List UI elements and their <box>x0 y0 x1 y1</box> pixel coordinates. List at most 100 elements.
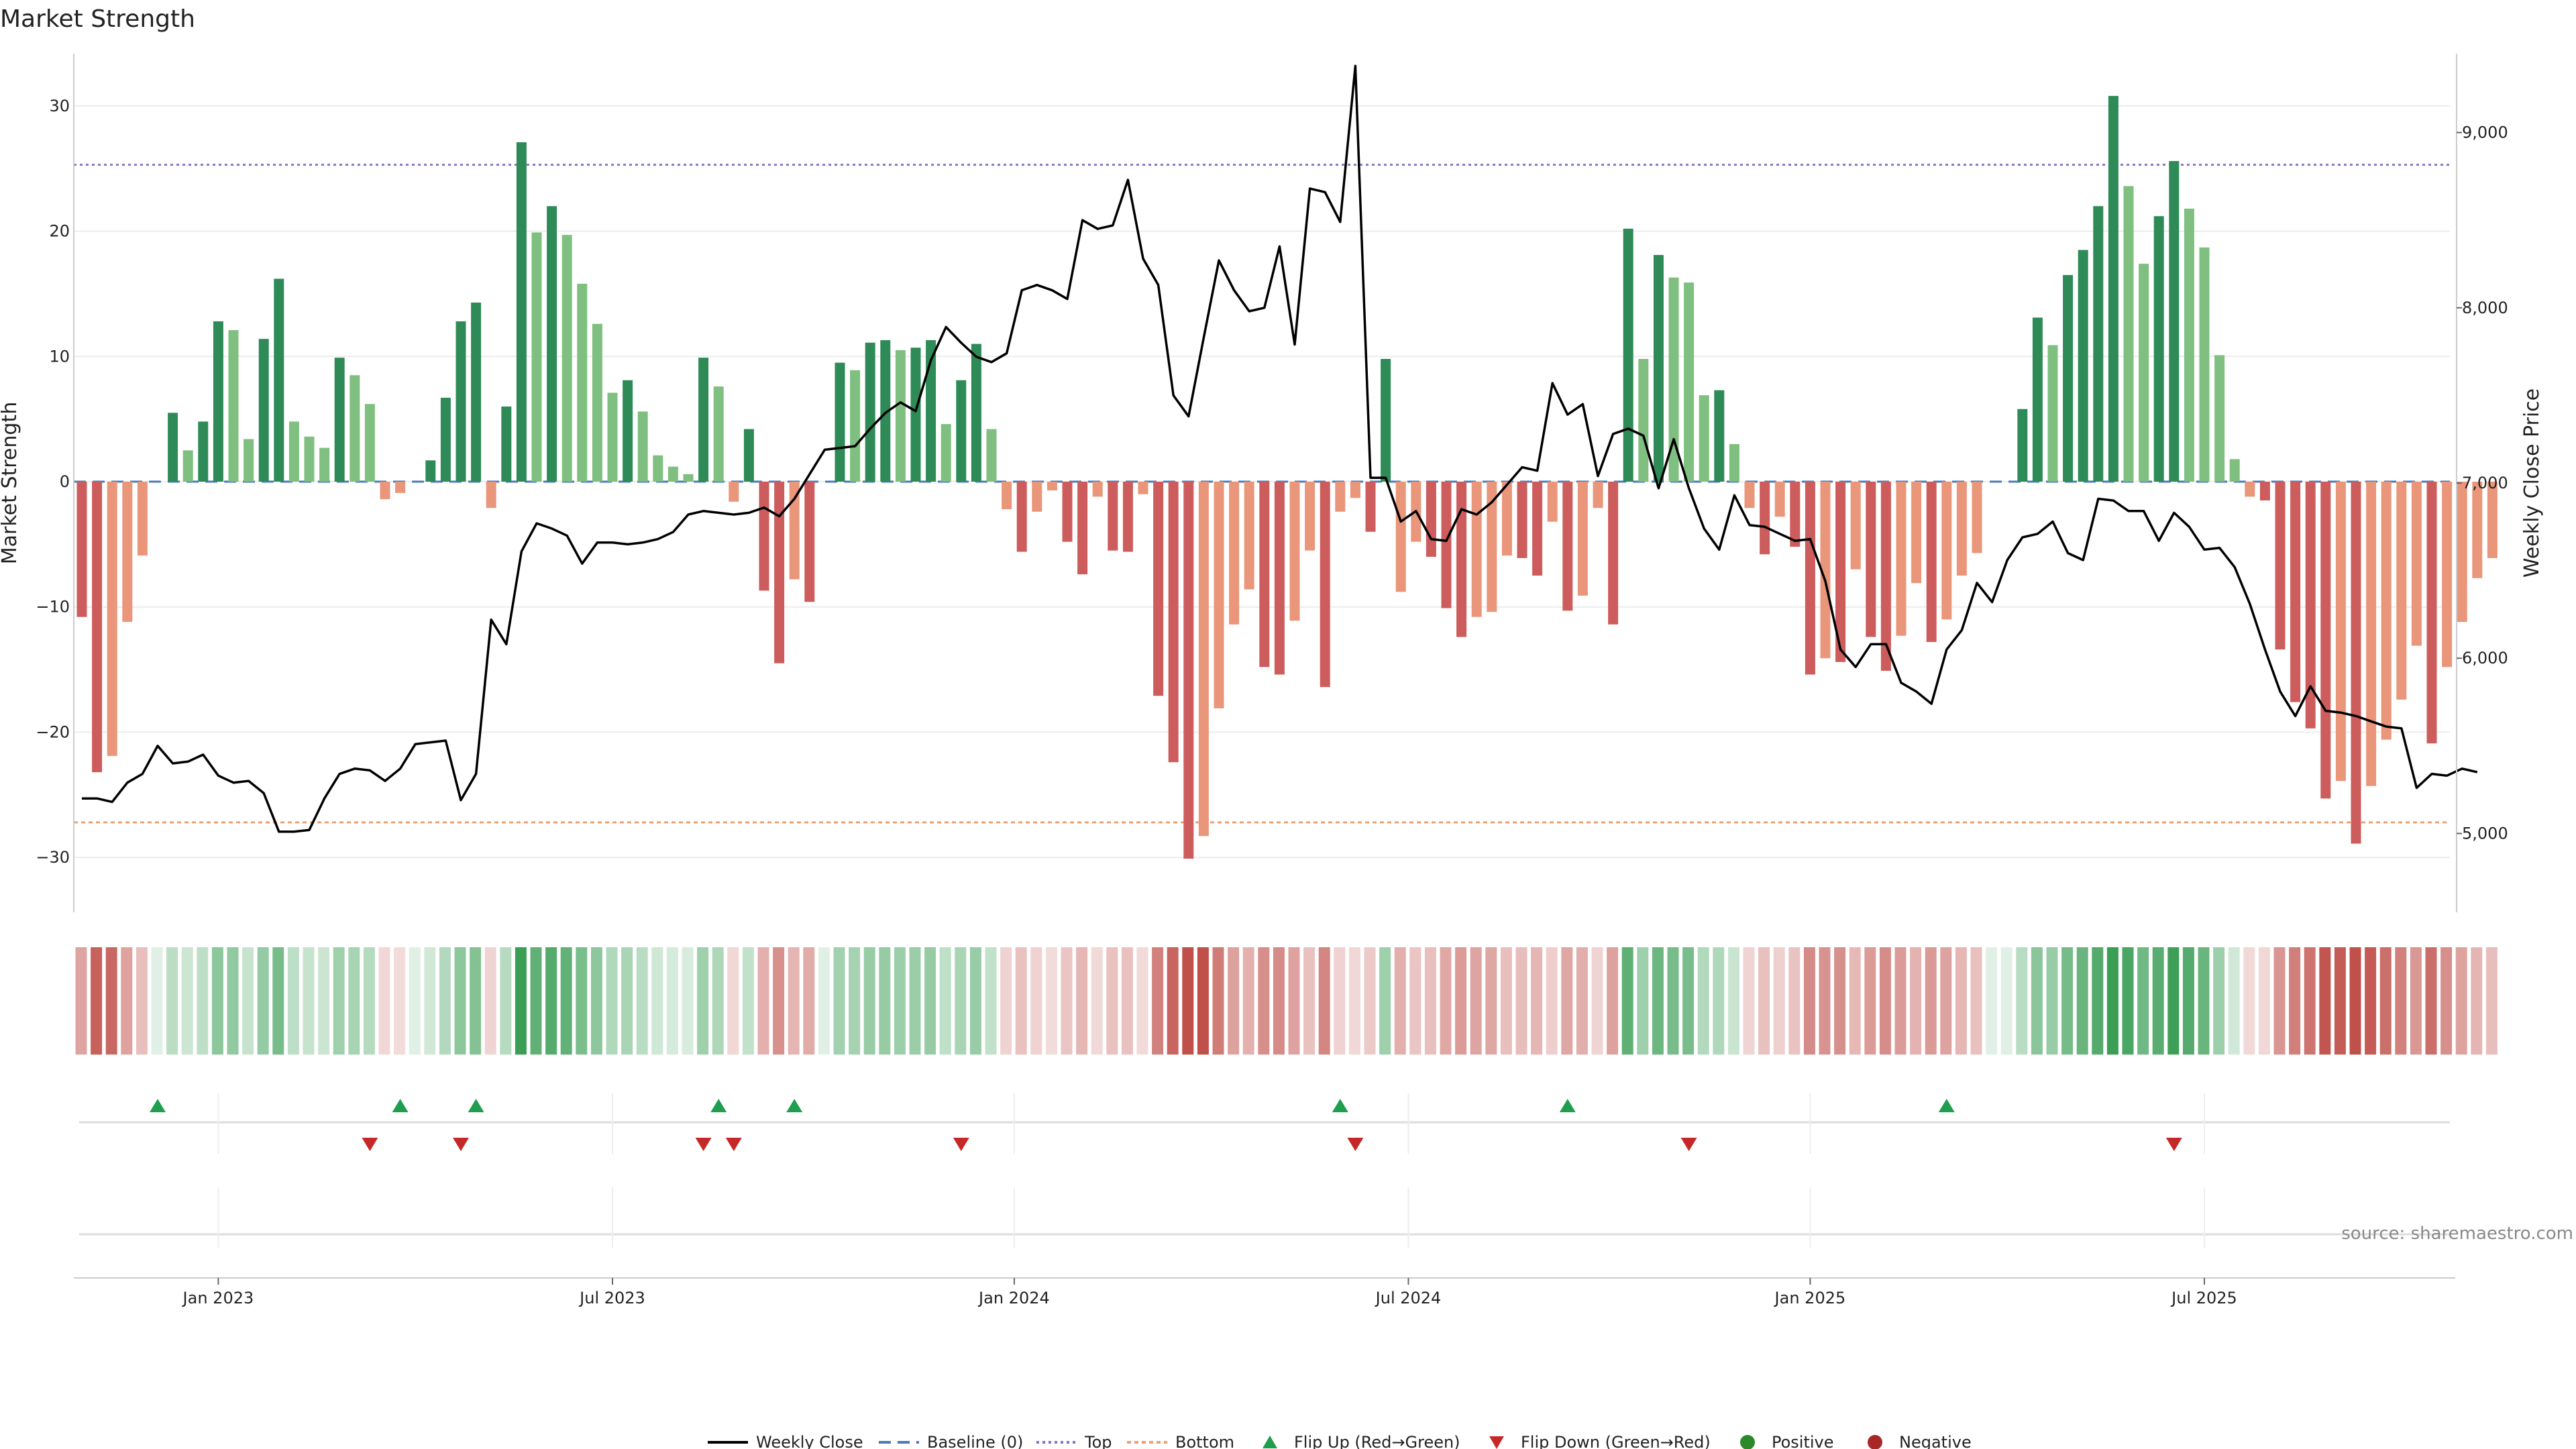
flip-down-marker <box>2165 1138 2182 1151</box>
heat-cell <box>803 947 815 1055</box>
x-tick-label: Jul 2023 <box>578 1289 645 1307</box>
heat-cell <box>2425 947 2437 1055</box>
positive-bar <box>425 460 436 482</box>
positive-bar <box>228 330 239 482</box>
heat-cell <box>2304 947 2316 1055</box>
heat-cell <box>409 947 421 1055</box>
negative-bar <box>1335 482 1346 512</box>
positive-bar <box>653 455 663 482</box>
negative-bar <box>729 482 739 502</box>
heat-cell <box>378 947 390 1055</box>
positive-bar <box>1668 277 1679 482</box>
negative-bar <box>1593 482 1603 508</box>
flip-up-marker <box>710 1099 727 1112</box>
left-tick-label: −20 <box>36 722 70 741</box>
legend-flip-down: Flip Down (Green→Red) <box>1521 1433 1711 1449</box>
positive-bar <box>2063 274 2074 482</box>
negative-bar <box>395 482 406 493</box>
heat-cell <box>1364 947 1376 1055</box>
strength-heat-strip <box>75 947 2498 1055</box>
heat-cell <box>1894 947 1907 1055</box>
positive-bar <box>516 142 527 482</box>
negative-bar <box>92 482 103 773</box>
heat-cell <box>2273 947 2286 1055</box>
negative-bar <box>1077 482 1088 575</box>
positive-bar <box>244 439 254 482</box>
positive-bar <box>592 323 602 482</box>
positive-bar <box>743 429 754 482</box>
negative-bar <box>1274 482 1285 675</box>
x-tick-label: Jul 2025 <box>2170 1289 2237 1307</box>
positive-bar <box>2184 208 2194 482</box>
negative-bar <box>122 482 133 623</box>
flip-down-marker <box>1680 1138 1697 1151</box>
negative-bar <box>1229 482 1240 625</box>
heat-cell <box>1803 947 1815 1055</box>
negative-bar <box>76 482 87 617</box>
negative-bar <box>1441 482 1452 608</box>
x-tick-label: Jan 2024 <box>977 1289 1050 1307</box>
heat-cell <box>1515 947 1527 1055</box>
heat-cell <box>2485 947 2498 1055</box>
negative-bar <box>1183 482 1194 859</box>
heat-cell <box>439 947 451 1055</box>
positive-bar <box>471 303 482 482</box>
negative-bar <box>107 482 117 756</box>
positive-bar <box>971 343 981 482</box>
source-credit: source: sharemaestro.com <box>2341 1224 2573 1244</box>
negative-bar <box>2411 482 2422 646</box>
negative-bar <box>486 482 496 508</box>
heat-cell <box>242 947 254 1055</box>
negative-bar <box>1108 482 1118 551</box>
negative-bar <box>1577 482 1588 596</box>
heat-cell <box>181 947 193 1055</box>
heat-cell <box>2243 947 2255 1055</box>
positive-bar <box>2153 216 2164 482</box>
negative-bar <box>1122 482 1133 552</box>
chart-title: Market Strength <box>0 5 195 33</box>
heat-cell <box>2137 947 2149 1055</box>
heat-cell <box>1652 947 1664 1055</box>
heat-cell <box>2000 947 2012 1055</box>
heat-cell <box>2213 947 2225 1055</box>
heat-cell <box>424 947 436 1055</box>
legend-flip-down-swatch <box>1489 1436 1504 1449</box>
flip-up-marker <box>1332 1099 1348 1112</box>
negative-bar <box>1002 482 1012 510</box>
weekly-close-line <box>82 64 2478 833</box>
heat-cell <box>333 947 345 1055</box>
heat-cell <box>197 947 209 1055</box>
heat-cell <box>1045 947 1057 1055</box>
negative-bar <box>1244 482 1254 590</box>
negative-bar <box>1547 482 1558 522</box>
negative-bar <box>1744 482 1755 508</box>
heat-cell <box>1682 947 1695 1055</box>
heat-cell <box>590 947 602 1055</box>
positive-bar <box>168 413 178 482</box>
legend-flip-up: Flip Up (Red→Green) <box>1294 1433 1460 1449</box>
negative-bar <box>2275 482 2286 650</box>
negative-bar <box>2366 482 2377 786</box>
negative-bar <box>1062 482 1073 542</box>
heat-cell <box>757 947 769 1055</box>
heat-cell <box>1697 947 1709 1055</box>
heat-cell <box>1940 947 1952 1055</box>
positive-bar <box>334 358 345 482</box>
flip-down-marker <box>725 1138 742 1151</box>
heat-cell <box>788 947 800 1055</box>
positive-bar <box>2123 186 2134 482</box>
heat-cell <box>121 947 133 1055</box>
positive-bar <box>713 386 724 482</box>
negative-bar <box>789 482 800 580</box>
flip-down-marker <box>695 1138 712 1151</box>
heat-cell <box>530 947 542 1055</box>
heat-cell <box>105 947 117 1055</box>
positive-bar <box>455 321 466 482</box>
positive-bar <box>274 278 284 482</box>
legend-flip-up-swatch <box>1263 1436 1277 1448</box>
right-tick-label: 7,000 <box>2462 474 2508 492</box>
heat-cell <box>272 947 284 1055</box>
heat-cell <box>1288 947 1300 1055</box>
positive-bar <box>941 424 951 482</box>
heat-cell <box>1591 947 1603 1055</box>
